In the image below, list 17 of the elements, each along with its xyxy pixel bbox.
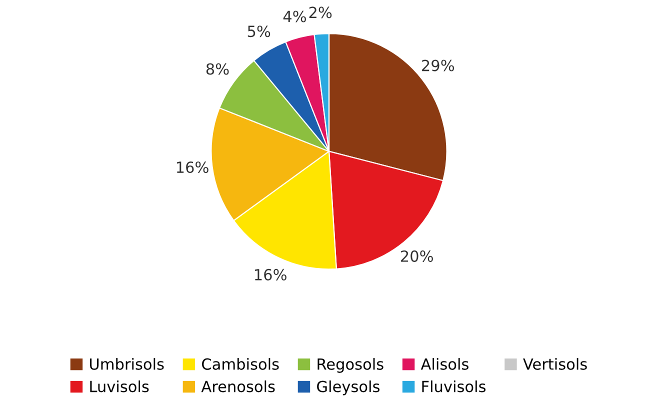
data-label: 2% xyxy=(309,6,332,18)
legend-label: Cambisols xyxy=(202,358,279,370)
data-label: 8% xyxy=(206,63,229,75)
legend-label: Alisols xyxy=(420,358,468,370)
legend-label: Vertisols xyxy=(523,358,587,370)
legend-label: Luvisols xyxy=(90,380,149,392)
data-label: 4% xyxy=(283,10,306,22)
legend-label: Arenosols xyxy=(201,380,275,392)
data-label: 20% xyxy=(400,250,433,262)
legend-label: Gleysols xyxy=(317,380,380,396)
legend-label: Umbrisols xyxy=(90,358,164,370)
legend-label: Regosols xyxy=(318,358,384,373)
data-label: 16% xyxy=(176,161,208,174)
legend-label: Fluvisols xyxy=(422,380,486,392)
data-label: 5% xyxy=(248,26,270,38)
data-label: 16% xyxy=(255,268,286,280)
data-label: 29% xyxy=(422,60,454,72)
